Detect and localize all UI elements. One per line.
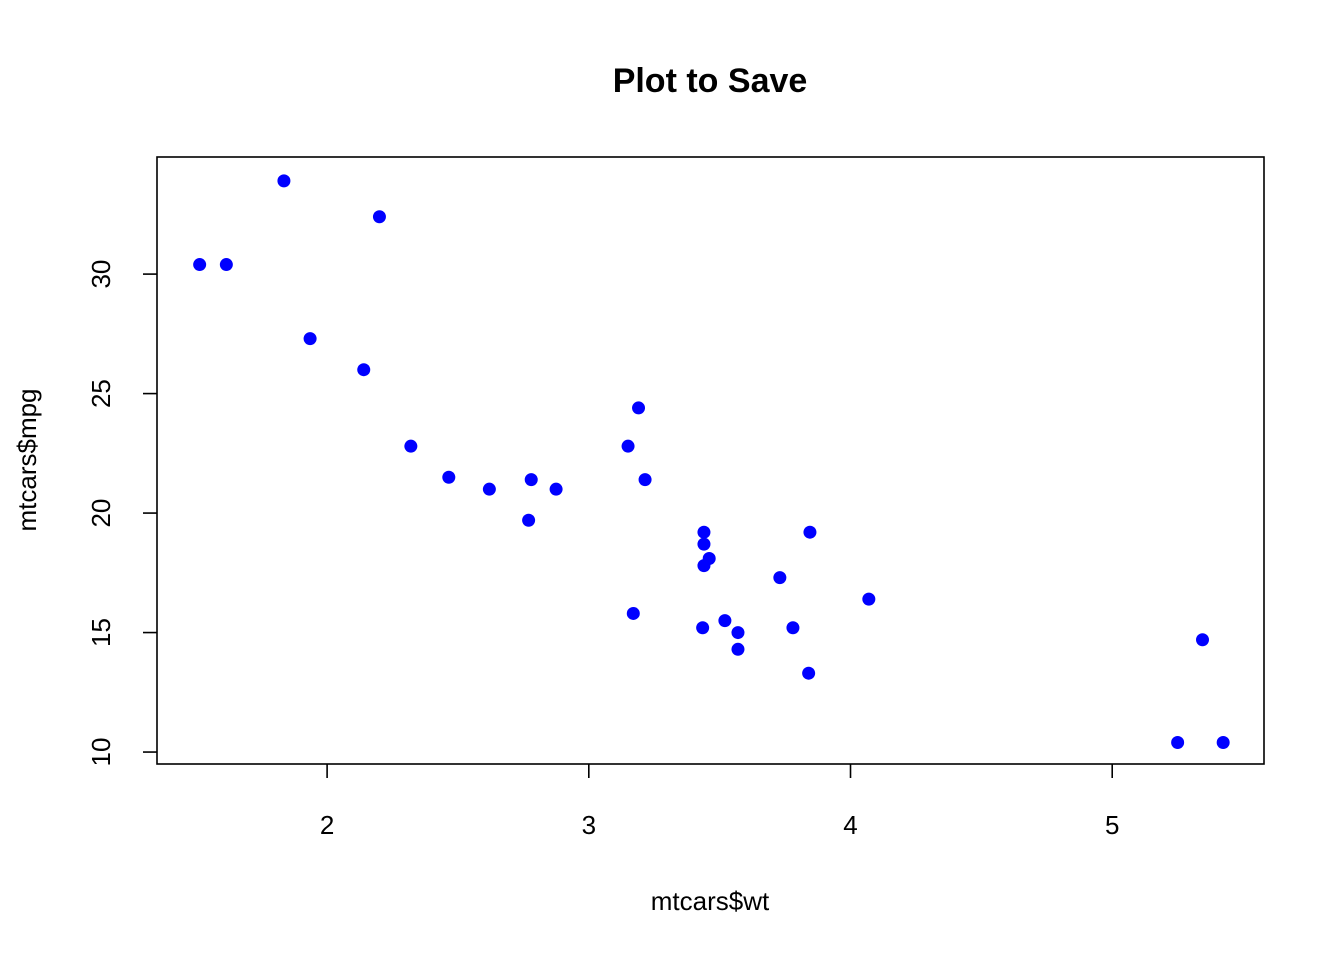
data-point xyxy=(442,470,456,484)
data-point xyxy=(524,473,538,487)
data-point xyxy=(193,258,207,272)
data-point xyxy=(219,258,233,272)
data-points xyxy=(193,174,1230,749)
data-point xyxy=(731,642,745,656)
data-point xyxy=(696,621,710,635)
plot-frame xyxy=(156,156,1265,765)
x-tick-label: 2 xyxy=(320,810,334,840)
data-point xyxy=(697,525,711,539)
y-axis: 10 15 20 25 30 xyxy=(86,260,157,767)
data-point xyxy=(482,482,496,496)
x-tick-label: 5 xyxy=(1105,810,1119,840)
y-axis-label: mtcars$mpg xyxy=(12,388,42,531)
data-point xyxy=(632,401,646,415)
data-point xyxy=(404,439,418,453)
x-tick-label: 4 xyxy=(843,810,857,840)
x-axis: 2 3 4 5 xyxy=(320,764,1119,840)
y-tick-label: 15 xyxy=(86,618,116,647)
y-tick-label: 10 xyxy=(86,738,116,767)
data-point xyxy=(786,621,800,635)
data-point xyxy=(638,473,652,487)
data-point xyxy=(1216,735,1230,749)
data-point xyxy=(277,174,291,188)
data-point xyxy=(522,513,536,527)
data-point xyxy=(731,626,745,640)
data-point xyxy=(549,482,563,496)
data-point xyxy=(357,363,371,377)
y-tick-label: 25 xyxy=(86,379,116,408)
y-tick-label: 20 xyxy=(86,499,116,528)
data-point xyxy=(773,571,787,585)
data-point xyxy=(803,525,817,539)
data-point xyxy=(802,666,816,680)
data-point xyxy=(626,606,640,620)
y-tick-label: 30 xyxy=(86,260,116,289)
x-axis-label: mtcars$wt xyxy=(651,886,770,916)
data-point xyxy=(621,439,635,453)
data-point xyxy=(372,210,386,224)
data-point xyxy=(697,537,711,551)
data-point xyxy=(303,332,317,346)
data-point xyxy=(697,559,711,573)
data-point xyxy=(862,592,876,606)
data-point xyxy=(1171,735,1185,749)
data-point xyxy=(718,614,732,628)
x-tick-label: 3 xyxy=(582,810,596,840)
data-point xyxy=(1196,633,1209,647)
chart-title: Plot to Save xyxy=(613,62,808,100)
